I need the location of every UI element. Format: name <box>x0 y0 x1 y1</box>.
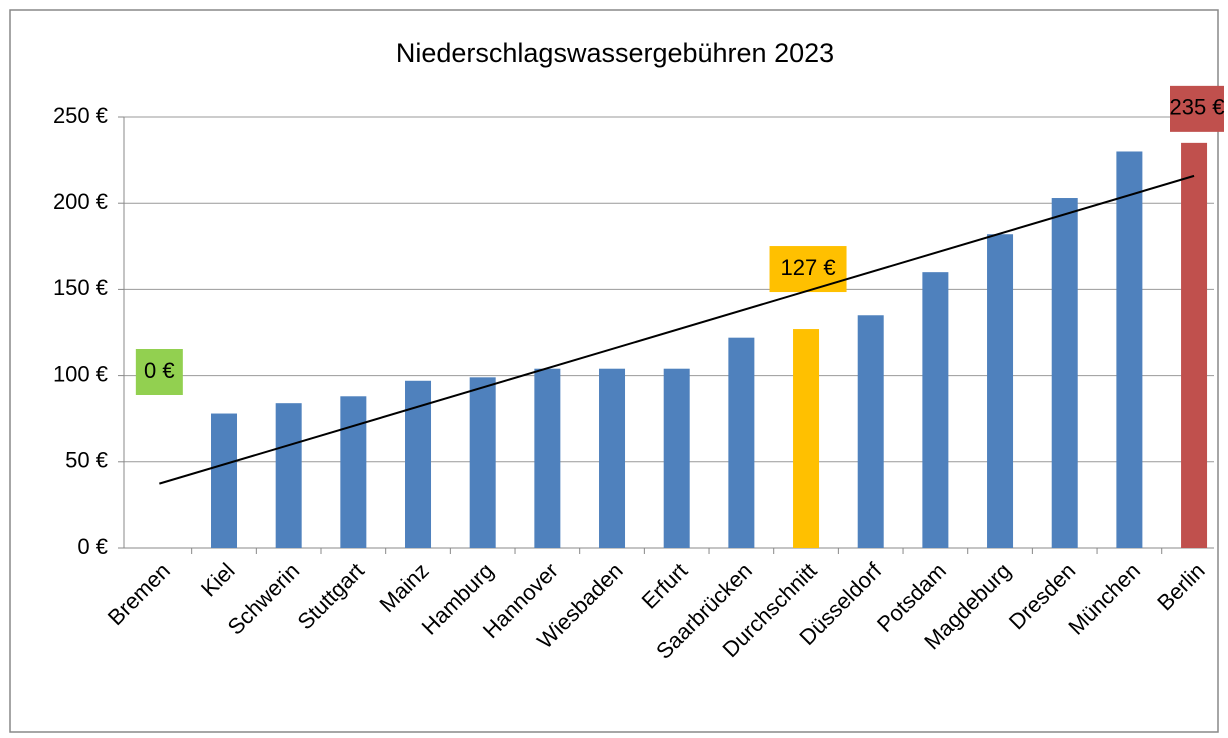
data-label: 235 € <box>1169 95 1224 120</box>
data-label-box <box>1170 85 1224 132</box>
bar <box>1181 142 1208 549</box>
y-tick-label: 200 € <box>53 189 108 214</box>
data-label: 0 € <box>144 358 175 383</box>
bar <box>1116 151 1143 549</box>
y-tick-label: 150 € <box>53 275 108 300</box>
bar <box>469 377 496 548</box>
bar <box>340 396 367 548</box>
bar <box>922 272 949 548</box>
data-label-box <box>135 349 183 395</box>
y-tick-label: 0 € <box>77 534 108 559</box>
y-tick-label: 250 € <box>53 103 108 128</box>
bar <box>663 368 690 548</box>
data-label: 127 € <box>781 255 836 280</box>
trendline <box>159 174 1195 485</box>
y-tick-label: 50 € <box>65 448 108 473</box>
bar <box>987 234 1014 548</box>
bar <box>857 315 884 548</box>
bar <box>534 368 561 548</box>
bar <box>211 413 238 548</box>
chart-title: Niederschlagswassergebühren 2023 <box>396 38 834 68</box>
y-tick-label: 100 € <box>53 361 108 386</box>
bar <box>1051 198 1078 548</box>
data-label-box <box>769 246 847 293</box>
bar <box>793 329 820 548</box>
bar <box>599 368 626 548</box>
bar <box>728 337 755 548</box>
bar <box>275 403 302 548</box>
